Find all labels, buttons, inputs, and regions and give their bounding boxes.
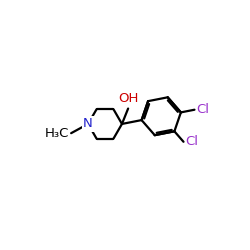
Text: OH: OH [118,92,138,106]
Text: H₃C: H₃C [44,127,69,140]
Text: N: N [83,118,93,130]
Text: Cl: Cl [196,103,209,116]
Text: Cl: Cl [185,135,198,148]
